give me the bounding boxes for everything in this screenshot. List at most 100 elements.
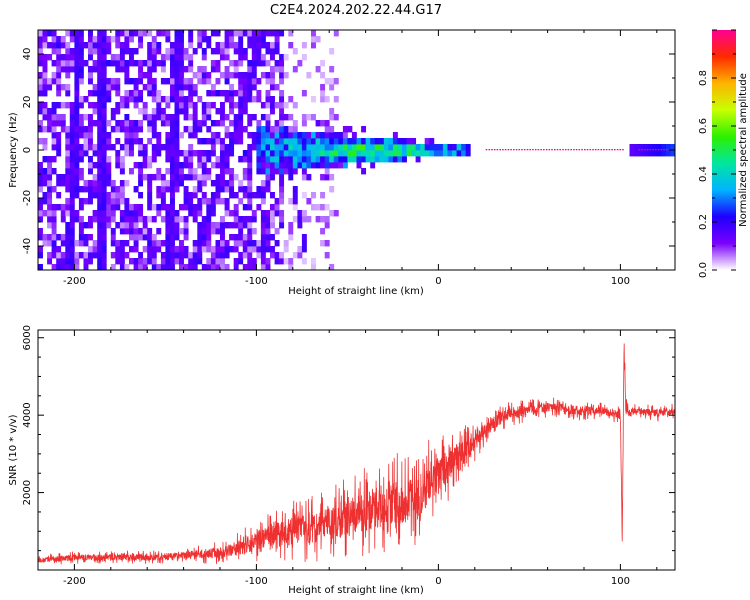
spectrogram-cell — [283, 138, 289, 145]
spectrogram-cell — [183, 78, 189, 85]
spectrogram-cell — [265, 48, 271, 55]
spectrogram-cell — [65, 30, 71, 37]
spectrogram-cell — [42, 102, 48, 109]
spectrogram-cell — [65, 228, 71, 235]
spectrogram-cell — [110, 252, 116, 259]
spectrogram-cell — [147, 120, 153, 127]
spectrogram-cell — [242, 90, 248, 97]
spectrogram-cell — [69, 252, 75, 259]
spectrogram-cell — [151, 204, 157, 211]
spectrogram-cell — [320, 72, 326, 79]
spectrogram-cell — [260, 216, 266, 223]
spectrogram-cell — [288, 138, 294, 145]
spectrogram-cell — [210, 192, 216, 199]
spectrogram-cell — [119, 162, 125, 169]
spectrogram-cell — [92, 162, 98, 169]
spectrogram-cell — [42, 234, 48, 241]
spectrogram-cell — [256, 90, 262, 97]
spectrogram-cell — [106, 192, 112, 199]
spectrogram-cell — [101, 216, 107, 223]
spectrogram-peak-cell — [616, 149, 619, 151]
spectrogram-cell — [124, 96, 130, 103]
spectrogram-cell — [38, 126, 43, 133]
spectrogram-cell — [156, 240, 162, 247]
spectrogram-cell — [270, 84, 275, 91]
spectrogram-cell — [329, 132, 335, 139]
spectrogram-cell — [301, 120, 307, 127]
spectrogram-cell — [665, 150, 671, 157]
spectrogram-cell — [652, 144, 658, 151]
spectrogram-cell — [270, 210, 275, 217]
spectrogram-cell — [47, 174, 53, 181]
spectrogram-cell — [133, 234, 139, 241]
spectrogram-cell — [656, 144, 662, 151]
spectrogram-cell — [92, 144, 98, 151]
spectrogram-cell — [101, 78, 107, 85]
spectrogram-cell — [265, 216, 271, 223]
snr-frame — [37, 329, 676, 571]
spectrogram-cell — [47, 180, 53, 187]
spectrogram-cell — [92, 102, 98, 109]
x-tick-label: 100 — [611, 276, 630, 287]
spectrogram-cell — [220, 234, 225, 241]
spectrogram-cell — [288, 234, 294, 241]
spectrogram-cell — [74, 258, 80, 265]
spectrogram-cell — [92, 240, 98, 247]
spectrogram-cell — [397, 150, 403, 157]
spectrogram-cell — [115, 84, 121, 91]
spectrogram-cell — [297, 246, 303, 253]
spectrogram-cell — [74, 252, 80, 259]
spectrogram-cell — [647, 144, 653, 151]
spectrogram-cell — [315, 138, 321, 145]
spectrogram-cell — [160, 192, 166, 199]
spectrogram-cell — [279, 66, 285, 73]
spectrogram-cell — [170, 228, 175, 235]
spectrogram-cell — [119, 198, 125, 205]
spectrogram-cell — [42, 78, 48, 85]
spectrogram-cell — [306, 144, 312, 151]
spectrogram-cell — [292, 168, 298, 175]
spectrogram-cell — [229, 168, 235, 175]
spectrogram-cell — [197, 198, 203, 205]
spectrogram-cell — [183, 222, 189, 229]
spectrogram-cell — [170, 48, 175, 55]
spectrogram-cell — [174, 216, 180, 223]
spectrogram-cell — [170, 90, 175, 97]
spectrogram-cell — [201, 78, 207, 85]
spectrogram-cell — [388, 138, 394, 145]
spectrogram-cell — [229, 72, 235, 79]
spectrogram-cell — [124, 78, 130, 85]
spectrogram-cell — [92, 150, 98, 157]
spectrogram-cell — [101, 126, 107, 133]
spectrogram-cell — [174, 228, 180, 235]
spectrogram-cell — [165, 30, 171, 37]
spectrogram-cell — [292, 144, 298, 151]
spectrogram-cell — [329, 162, 335, 169]
spectrogram-cell — [274, 30, 280, 37]
spectrogram-cell — [247, 72, 253, 79]
spectrogram-cell — [119, 168, 125, 175]
spectrogram-cell — [183, 84, 189, 91]
spectrogram-cell — [170, 168, 175, 175]
spectrogram-cell — [51, 36, 57, 43]
spectrogram-cell — [220, 156, 225, 163]
spectrogram-cell — [69, 174, 75, 181]
spectrogram-cell — [110, 36, 116, 43]
spectrogram-cell — [106, 120, 112, 127]
spectrogram-cell — [247, 246, 253, 253]
spectrogram-cell — [51, 108, 57, 115]
spectrogram-cell — [60, 120, 66, 127]
spectrogram-cell — [151, 144, 157, 151]
spectrogram-cell — [333, 210, 339, 217]
spectrogram-cell — [97, 240, 103, 247]
spectrogram-cell — [356, 150, 362, 157]
spectrogram-cell — [629, 150, 635, 157]
spectrogram-cell — [210, 84, 216, 91]
spectrogram-cell — [201, 264, 207, 270]
spectrogram-cell — [42, 54, 48, 61]
spectrogram-cell — [133, 84, 139, 91]
spectrogram-cell — [324, 78, 330, 85]
spectrogram-cell — [142, 234, 148, 241]
spectrogram-cell — [251, 192, 257, 199]
spectrogram-cell — [179, 102, 184, 109]
